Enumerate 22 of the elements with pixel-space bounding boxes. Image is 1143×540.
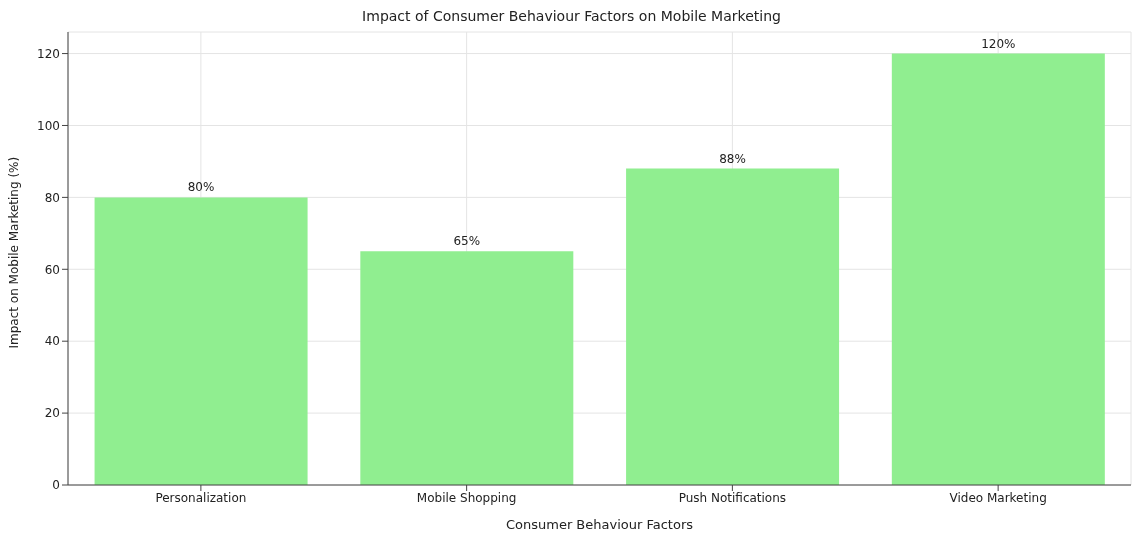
bar bbox=[626, 168, 840, 485]
y-tick-label: 60 bbox=[44, 262, 60, 277]
y-tick-label: 20 bbox=[44, 406, 60, 421]
bar bbox=[94, 197, 308, 485]
chart-title: Impact of Consumer Behaviour Factors on Mobile Marketing bbox=[361, 8, 782, 26]
x-tick-label: Mobile Shopping bbox=[416, 490, 517, 505]
x-tick-label: Video Marketing bbox=[949, 490, 1047, 505]
x-axis-title: Consumer Behaviour Factors bbox=[505, 517, 694, 532]
data-label: 120% bbox=[981, 36, 1016, 51]
x-tick-label: Push Notifications bbox=[678, 490, 787, 505]
y-axis-title: Impact on Mobile Marketing (%) bbox=[7, 156, 22, 349]
y-tick-label: 0 bbox=[52, 478, 60, 493]
data-label: 65% bbox=[453, 234, 481, 249]
y-tick-label: 100 bbox=[37, 118, 60, 133]
bar bbox=[360, 251, 574, 485]
x-tick-label: Personalization bbox=[155, 490, 247, 505]
y-tick-label: 40 bbox=[44, 334, 60, 349]
y-tick-label: 120 bbox=[37, 46, 60, 61]
y-tick-label: 80 bbox=[44, 190, 60, 205]
data-label: 80% bbox=[187, 180, 215, 195]
bar bbox=[891, 53, 1105, 485]
data-label: 88% bbox=[719, 151, 746, 166]
